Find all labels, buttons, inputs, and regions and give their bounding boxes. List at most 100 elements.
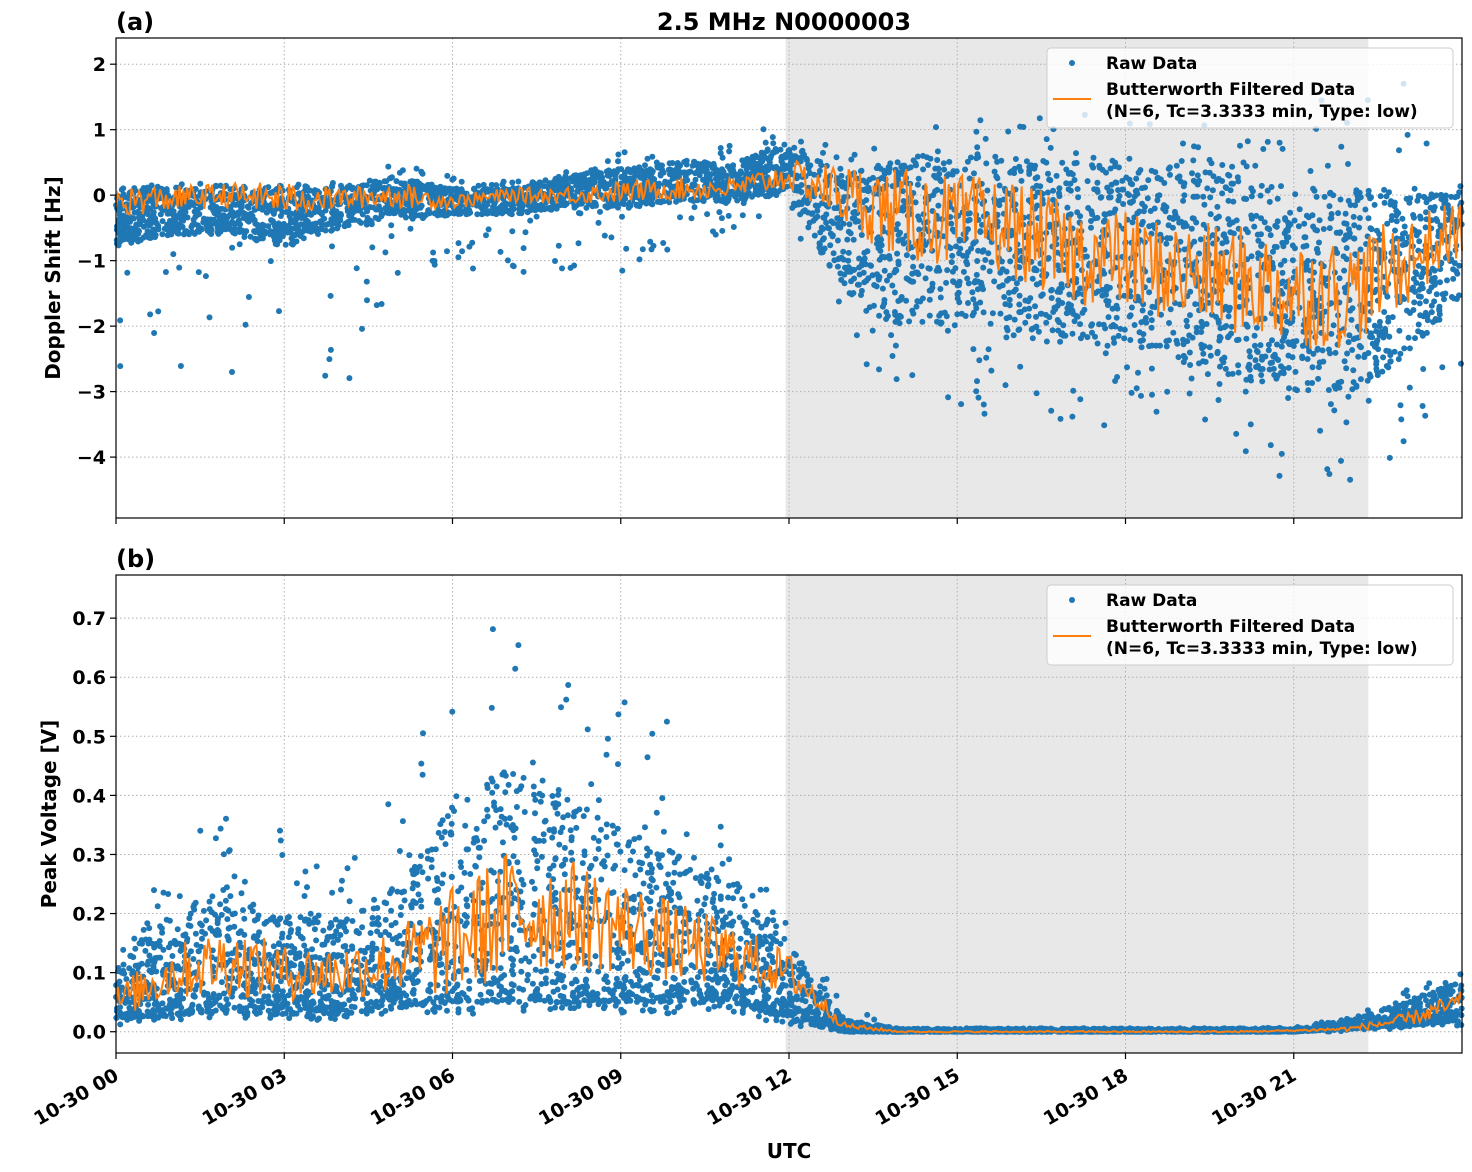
raw-point — [837, 165, 844, 172]
raw-point — [303, 219, 310, 226]
raw-point — [571, 262, 578, 269]
raw-point — [1016, 301, 1023, 308]
raw-point — [621, 201, 627, 208]
raw-point — [1045, 170, 1051, 177]
raw-point — [948, 220, 955, 227]
raw-point — [858, 232, 865, 238]
raw-point — [842, 264, 848, 271]
raw-point — [644, 155, 651, 162]
raw-point — [1397, 350, 1404, 357]
raw-point — [1384, 293, 1391, 300]
raw-point — [1204, 185, 1211, 192]
raw-point — [1022, 319, 1029, 326]
raw-point — [520, 245, 527, 252]
raw-point — [1243, 335, 1250, 342]
raw-point — [431, 189, 438, 196]
raw-point — [648, 167, 655, 174]
raw-point — [431, 258, 438, 264]
raw-point — [1352, 335, 1359, 342]
raw-point — [850, 266, 857, 273]
raw-point — [1342, 210, 1349, 217]
raw-point — [876, 366, 882, 373]
raw-point — [364, 208, 371, 215]
raw-point — [359, 325, 365, 332]
raw-point — [1286, 385, 1292, 392]
raw-point — [981, 410, 988, 417]
raw-point — [1274, 372, 1281, 379]
raw-point — [965, 280, 972, 287]
raw-point — [1045, 255, 1051, 262]
raw-point — [1292, 191, 1299, 198]
raw-point — [343, 220, 350, 227]
raw-point — [1121, 335, 1128, 342]
raw-point — [1128, 304, 1135, 311]
raw-point — [1436, 303, 1443, 310]
raw-point — [903, 275, 910, 282]
raw-point — [1371, 322, 1378, 329]
raw-point — [1278, 343, 1285, 350]
raw-point — [392, 209, 399, 216]
raw-point — [532, 810, 538, 817]
raw-point — [1038, 310, 1045, 317]
raw-point — [1204, 371, 1211, 378]
raw-point — [1396, 327, 1403, 334]
raw-point — [899, 162, 906, 169]
raw-point — [394, 269, 401, 276]
raw-point — [459, 248, 466, 255]
raw-point — [850, 236, 857, 243]
raw-point — [764, 148, 771, 155]
raw-point — [1252, 357, 1259, 364]
raw-point — [1371, 201, 1378, 208]
raw-point — [168, 210, 175, 217]
raw-point — [1356, 215, 1363, 221]
raw-point — [895, 258, 902, 265]
raw-point — [500, 178, 507, 185]
raw-point — [925, 265, 932, 272]
raw-point — [117, 317, 124, 324]
raw-point — [261, 222, 268, 229]
raw-point — [1071, 177, 1078, 183]
raw-point — [1170, 329, 1177, 336]
raw-point — [304, 193, 311, 200]
raw-point — [1248, 193, 1255, 200]
raw-point — [1407, 195, 1414, 202]
raw-point — [1207, 194, 1214, 201]
raw-point — [529, 179, 536, 186]
raw-point — [1228, 323, 1235, 330]
raw-point — [870, 174, 876, 181]
raw-point — [1241, 195, 1248, 202]
raw-point — [439, 190, 446, 197]
raw-point — [1148, 317, 1155, 324]
raw-point — [214, 229, 221, 235]
raw-point — [798, 148, 805, 155]
raw-point — [1282, 215, 1288, 222]
raw-point — [1380, 354, 1387, 361]
raw-point — [1430, 207, 1437, 214]
raw-point — [851, 151, 858, 158]
raw-point — [1049, 327, 1056, 334]
raw-point — [322, 372, 329, 379]
raw-point — [1319, 347, 1326, 354]
raw-point — [964, 261, 971, 268]
raw-point — [1186, 349, 1193, 356]
raw-point — [980, 264, 987, 271]
raw-point — [1345, 226, 1352, 233]
raw-point — [349, 210, 356, 217]
raw-point — [1143, 319, 1150, 326]
raw-point — [957, 245, 964, 252]
raw-point — [202, 273, 209, 280]
raw-point — [1388, 198, 1394, 205]
raw-point — [822, 141, 829, 148]
raw-point — [975, 394, 982, 401]
raw-point — [1221, 324, 1228, 331]
raw-point — [1011, 165, 1018, 172]
raw-point — [484, 201, 491, 208]
raw-point — [926, 312, 933, 319]
raw-point — [337, 211, 344, 217]
raw-point — [1018, 177, 1025, 184]
raw-point — [243, 211, 249, 218]
raw-point — [873, 240, 880, 247]
raw-point — [1304, 257, 1311, 264]
raw-point — [1071, 160, 1078, 167]
raw-point — [1127, 293, 1134, 300]
